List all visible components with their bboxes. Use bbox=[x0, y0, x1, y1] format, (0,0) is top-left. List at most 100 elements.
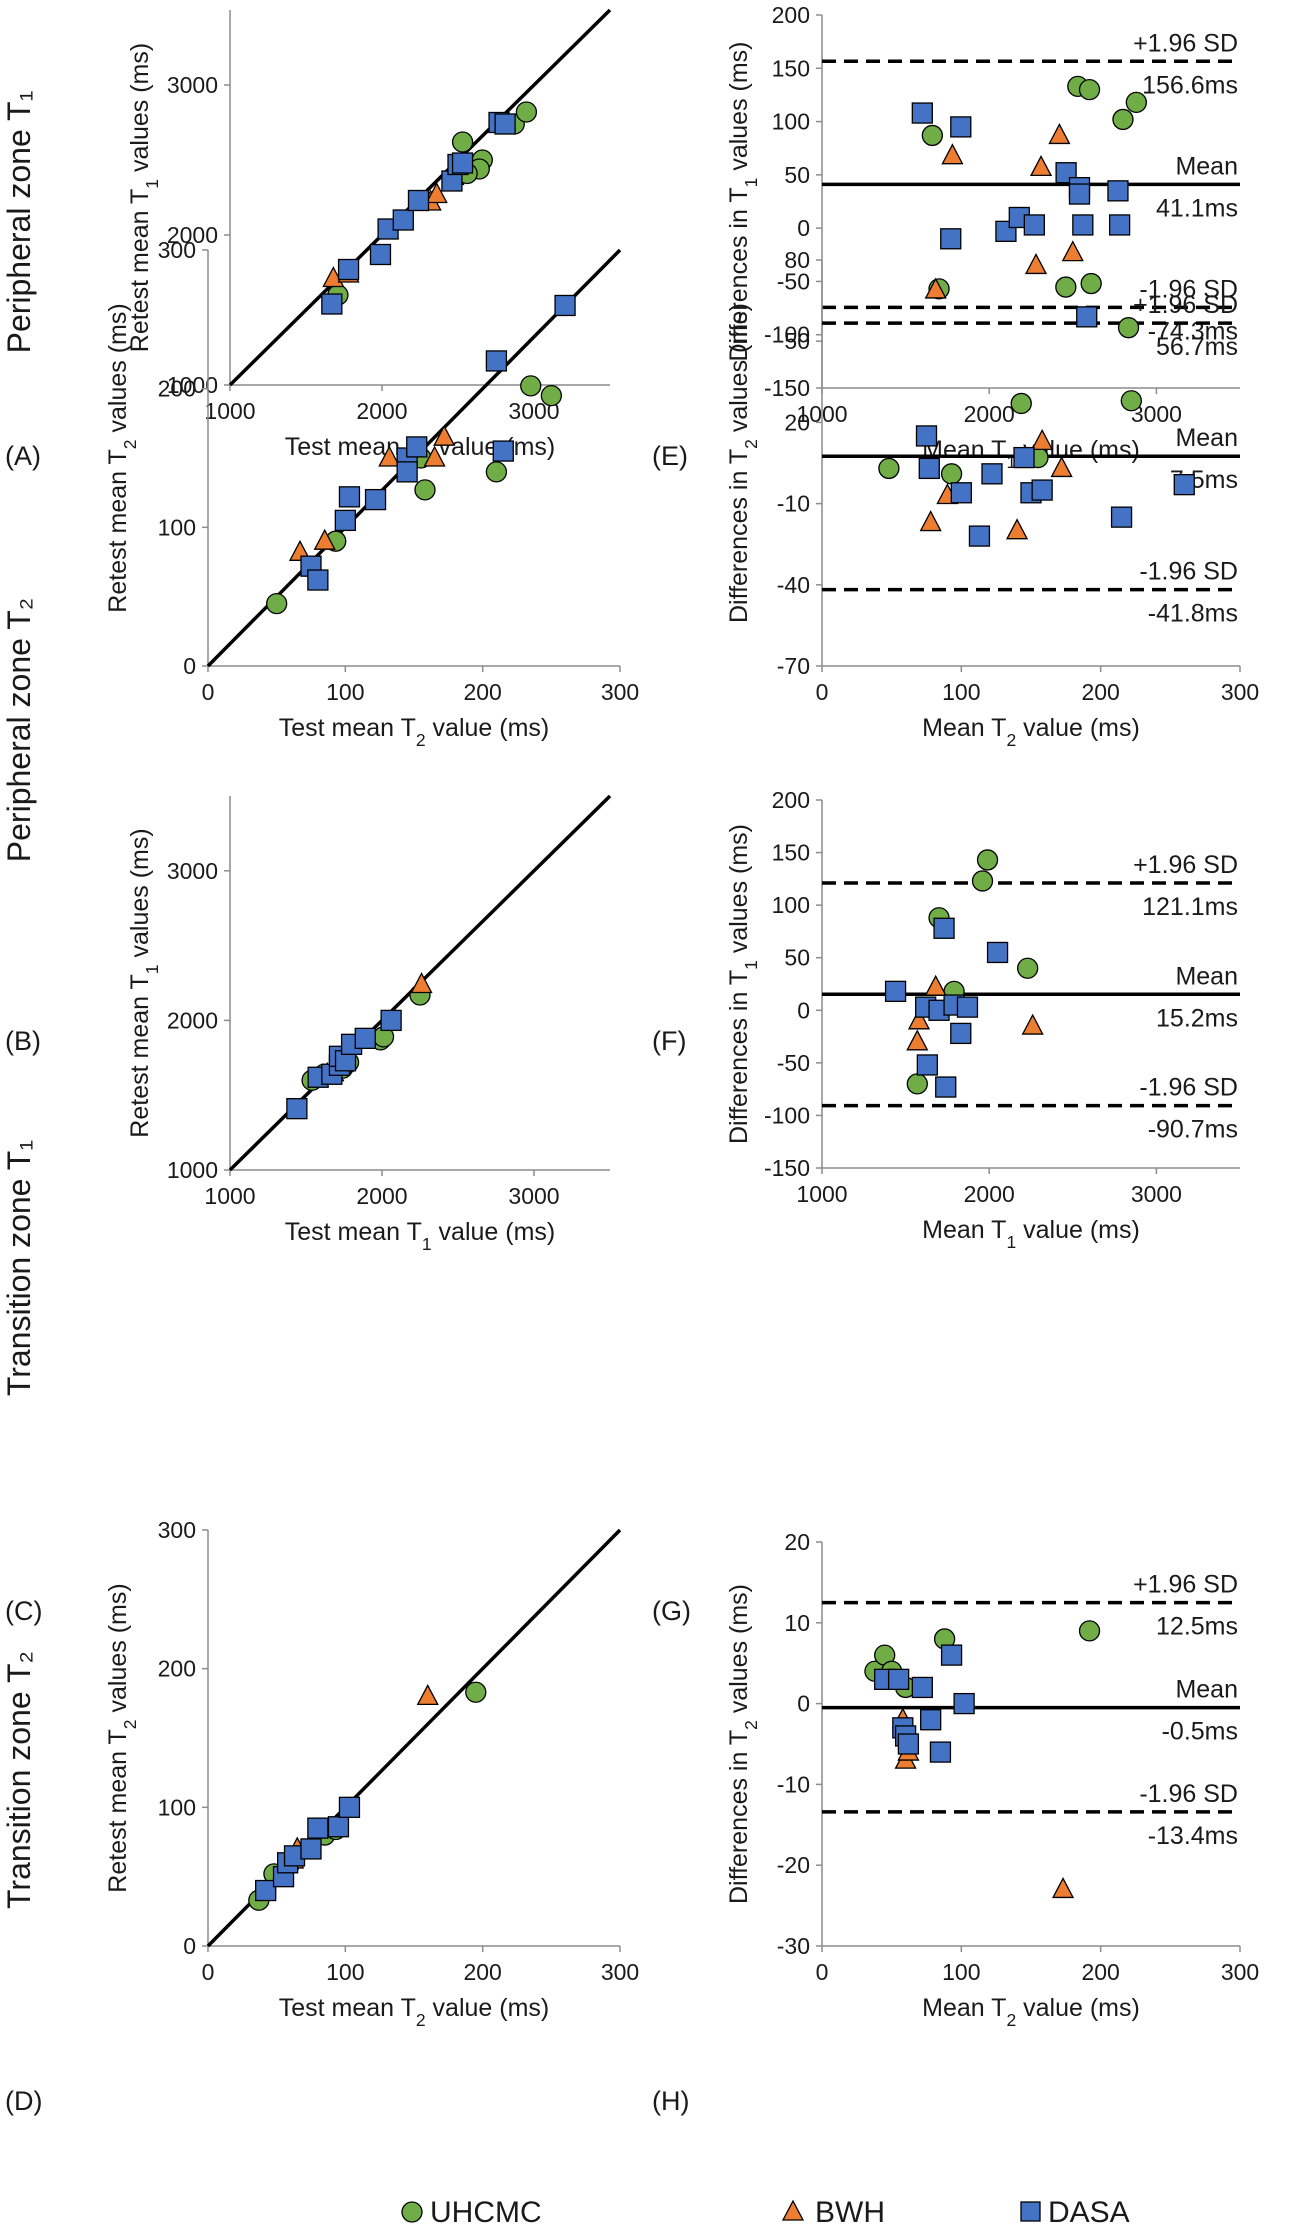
point-bwh bbox=[941, 143, 964, 165]
point-uhcmc bbox=[878, 457, 900, 480]
point-dasa bbox=[929, 1741, 952, 1763]
y-axis-label: Retest mean T1 values (ms) bbox=[126, 828, 162, 1137]
point-uhcmc bbox=[976, 849, 999, 871]
point-bwh bbox=[1050, 456, 1073, 478]
y-tick-label: 150 bbox=[772, 840, 810, 866]
point-uhcmc bbox=[451, 131, 474, 153]
point-dasa bbox=[1110, 506, 1133, 528]
x-tick-label: 300 bbox=[601, 679, 639, 705]
x-tick-label: 0 bbox=[202, 679, 215, 705]
panel-letter: (G) bbox=[652, 1596, 691, 1626]
point-dasa bbox=[255, 1879, 277, 1902]
upper-limit-label: +1.96 SD bbox=[1133, 291, 1238, 319]
y-tick-label: 2000 bbox=[167, 1007, 218, 1033]
point-uhcmc bbox=[1078, 78, 1101, 101]
point-bwh bbox=[1048, 123, 1071, 145]
point-dasa bbox=[494, 113, 516, 135]
point-bwh bbox=[1061, 240, 1084, 262]
point-dasa bbox=[307, 1817, 329, 1839]
point-dasa bbox=[485, 350, 508, 372]
legend-marker-dasa bbox=[1020, 2201, 1041, 2222]
lower-limit-value: -90.7ms bbox=[1148, 1116, 1238, 1144]
point-dasa bbox=[897, 1733, 920, 1755]
point-bwh bbox=[1024, 253, 1048, 275]
point-dasa bbox=[940, 1644, 963, 1666]
x-axis-label: Test mean T2 value (ms) bbox=[279, 1994, 549, 2030]
point-dasa bbox=[451, 152, 474, 174]
point-dasa bbox=[338, 486, 361, 508]
point-bwh bbox=[924, 277, 947, 299]
point-dasa bbox=[396, 461, 418, 483]
point-dasa bbox=[407, 189, 430, 212]
point-dasa bbox=[1107, 180, 1129, 202]
legend: UHCMC BWH DASA bbox=[401, 2196, 1130, 2229]
point-dasa bbox=[364, 488, 387, 511]
point-dasa bbox=[920, 1709, 942, 1731]
point-dasa bbox=[956, 996, 979, 1018]
x-axis-label: Mean T1 value (ms) bbox=[922, 1216, 1140, 1252]
y-tick-label: 20 bbox=[784, 409, 810, 435]
y-tick-label: 300 bbox=[158, 1517, 196, 1543]
point-dasa bbox=[286, 1098, 308, 1120]
y-tick-label: -70 bbox=[777, 653, 810, 679]
point-bwh bbox=[378, 445, 401, 467]
upper-limit-value: 156.6ms bbox=[1142, 71, 1238, 99]
point-bwh bbox=[1029, 155, 1053, 177]
y-tick-label: 300 bbox=[158, 237, 196, 263]
point-uhcmc bbox=[971, 870, 994, 892]
point-dasa bbox=[1068, 183, 1091, 205]
panel-letter: (D) bbox=[5, 2086, 42, 2116]
point-dasa bbox=[981, 463, 1003, 485]
x-tick-label: 100 bbox=[942, 679, 980, 705]
x-tick-label: 3000 bbox=[508, 1183, 559, 1209]
x-tick-label: 0 bbox=[816, 679, 829, 705]
x-tick-label: 2000 bbox=[964, 1181, 1015, 1207]
y-tick-label: -10 bbox=[777, 491, 810, 517]
x-tick-label: 0 bbox=[816, 1959, 829, 1985]
x-axis-label: Mean T2 value (ms) bbox=[922, 1994, 1140, 2030]
point-bwh bbox=[1051, 1877, 1075, 1899]
y-axis-label: Differences in T2 values (ms) bbox=[725, 303, 761, 623]
x-tick-label: 100 bbox=[326, 679, 364, 705]
upper-limit-label: +1.96 SD bbox=[1133, 1571, 1238, 1599]
point-uhcmc bbox=[1080, 272, 1102, 295]
lower-limit-label: -1.96 SD bbox=[1139, 1074, 1238, 1102]
y-tick-label: 100 bbox=[158, 1794, 196, 1820]
point-uhcmc bbox=[1010, 392, 1032, 415]
point-bwh bbox=[416, 1684, 439, 1706]
point-dasa bbox=[887, 1668, 910, 1691]
panel-letter: (E) bbox=[652, 441, 688, 471]
y-tick-label: -30 bbox=[777, 1933, 810, 1959]
point-dasa bbox=[1173, 474, 1195, 496]
mean-value: 41.1ms bbox=[1156, 194, 1238, 222]
y-tick-label: -100 bbox=[764, 1102, 810, 1128]
point-bwh bbox=[313, 528, 336, 550]
x-tick-label: 200 bbox=[463, 1959, 501, 1985]
legend-label-dasa: DASA bbox=[1048, 2196, 1130, 2229]
y-tick-label: 3000 bbox=[167, 858, 218, 884]
panel-letter: (H) bbox=[652, 2086, 689, 2116]
y-tick-label: 80 bbox=[784, 247, 810, 273]
mean-value: 15.2ms bbox=[1156, 1004, 1238, 1032]
upper-limit-label: +1.96 SD bbox=[1133, 851, 1238, 879]
y-axis-label: Retest mean T1 values (ms) bbox=[126, 43, 162, 352]
y-axis-label: Differences in T1 values (ms) bbox=[725, 824, 761, 1144]
row-label-1: Peripheral zone T₁ bbox=[1, 91, 37, 354]
panel-g: 1000 2000 3000 -150 -100 -50 0 50 100 150 200 Mean … bbox=[652, 787, 1240, 1626]
y-axis-label: Differences in T2 values (ms) bbox=[725, 1584, 761, 1904]
y-tick-label: -10 bbox=[777, 1771, 810, 1797]
y-tick-label: -150 bbox=[764, 375, 810, 401]
point-bwh bbox=[1005, 518, 1029, 540]
point-dasa bbox=[406, 436, 428, 458]
point-dasa bbox=[915, 425, 938, 447]
y-axis-label: Retest mean T2 values (ms) bbox=[104, 303, 140, 612]
x-tick-label: 200 bbox=[1081, 679, 1119, 705]
y-tick-label: -50 bbox=[777, 268, 810, 294]
y-tick-label: 100 bbox=[772, 892, 810, 918]
point-uhcmc bbox=[921, 124, 944, 147]
point-dasa bbox=[933, 917, 955, 939]
x-axis-label: Test mean T1 value (ms) bbox=[285, 1218, 555, 1254]
x-tick-label: 300 bbox=[601, 1959, 639, 1985]
panel-letter: (F) bbox=[652, 1026, 686, 1056]
